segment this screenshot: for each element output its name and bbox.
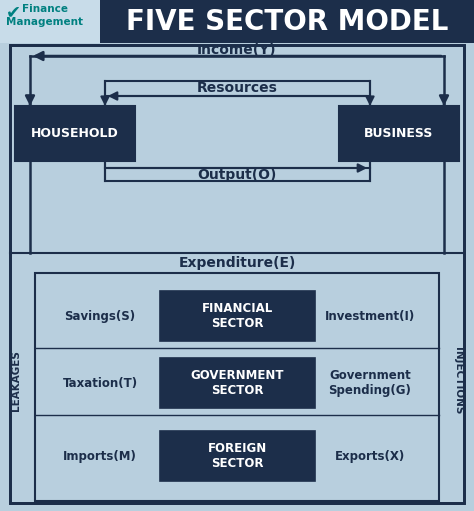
Bar: [100, 0, 474, 43]
Text: LEAKAGES: LEAKAGES: [11, 351, 21, 411]
Text: Management: Management: [6, 17, 83, 27]
Bar: [10, 45, 464, 503]
Text: Government
Spending(G): Government Spending(G): [328, 369, 411, 397]
Text: FOREIGN
SECTOR: FOREIGN SECTOR: [208, 442, 267, 470]
Bar: [160, 358, 315, 408]
Bar: [0, 0, 100, 43]
Bar: [160, 431, 315, 481]
Text: Savings(S): Savings(S): [64, 310, 136, 322]
Text: HOUSEHOLD: HOUSEHOLD: [31, 127, 119, 140]
Text: Resources: Resources: [197, 81, 277, 95]
Bar: [15, 106, 135, 161]
Text: Exports(X): Exports(X): [335, 450, 405, 462]
Bar: [339, 106, 459, 161]
Text: Output(O): Output(O): [197, 168, 277, 182]
Text: INJECTIONS: INJECTIONS: [453, 347, 463, 415]
Text: FIVE SECTOR MODEL: FIVE SECTOR MODEL: [126, 8, 448, 36]
Text: Finance: Finance: [22, 4, 68, 14]
Bar: [160, 291, 315, 341]
Text: Income(Y): Income(Y): [197, 43, 277, 57]
Text: GOVERNMENT
SECTOR: GOVERNMENT SECTOR: [191, 369, 284, 397]
Bar: [0, 0, 474, 43]
Text: Taxation(T): Taxation(T): [63, 377, 137, 389]
Text: FINANCIAL
SECTOR: FINANCIAL SECTOR: [202, 302, 273, 330]
Text: BUSINESS: BUSINESS: [365, 127, 434, 140]
Text: Investment(I): Investment(I): [325, 310, 415, 322]
Bar: [10, 45, 464, 503]
Text: Imports(M): Imports(M): [63, 450, 137, 462]
Text: ✔: ✔: [6, 3, 21, 21]
Text: Expenditure(E): Expenditure(E): [178, 256, 296, 270]
Bar: [35, 273, 439, 501]
Bar: [105, 81, 370, 181]
